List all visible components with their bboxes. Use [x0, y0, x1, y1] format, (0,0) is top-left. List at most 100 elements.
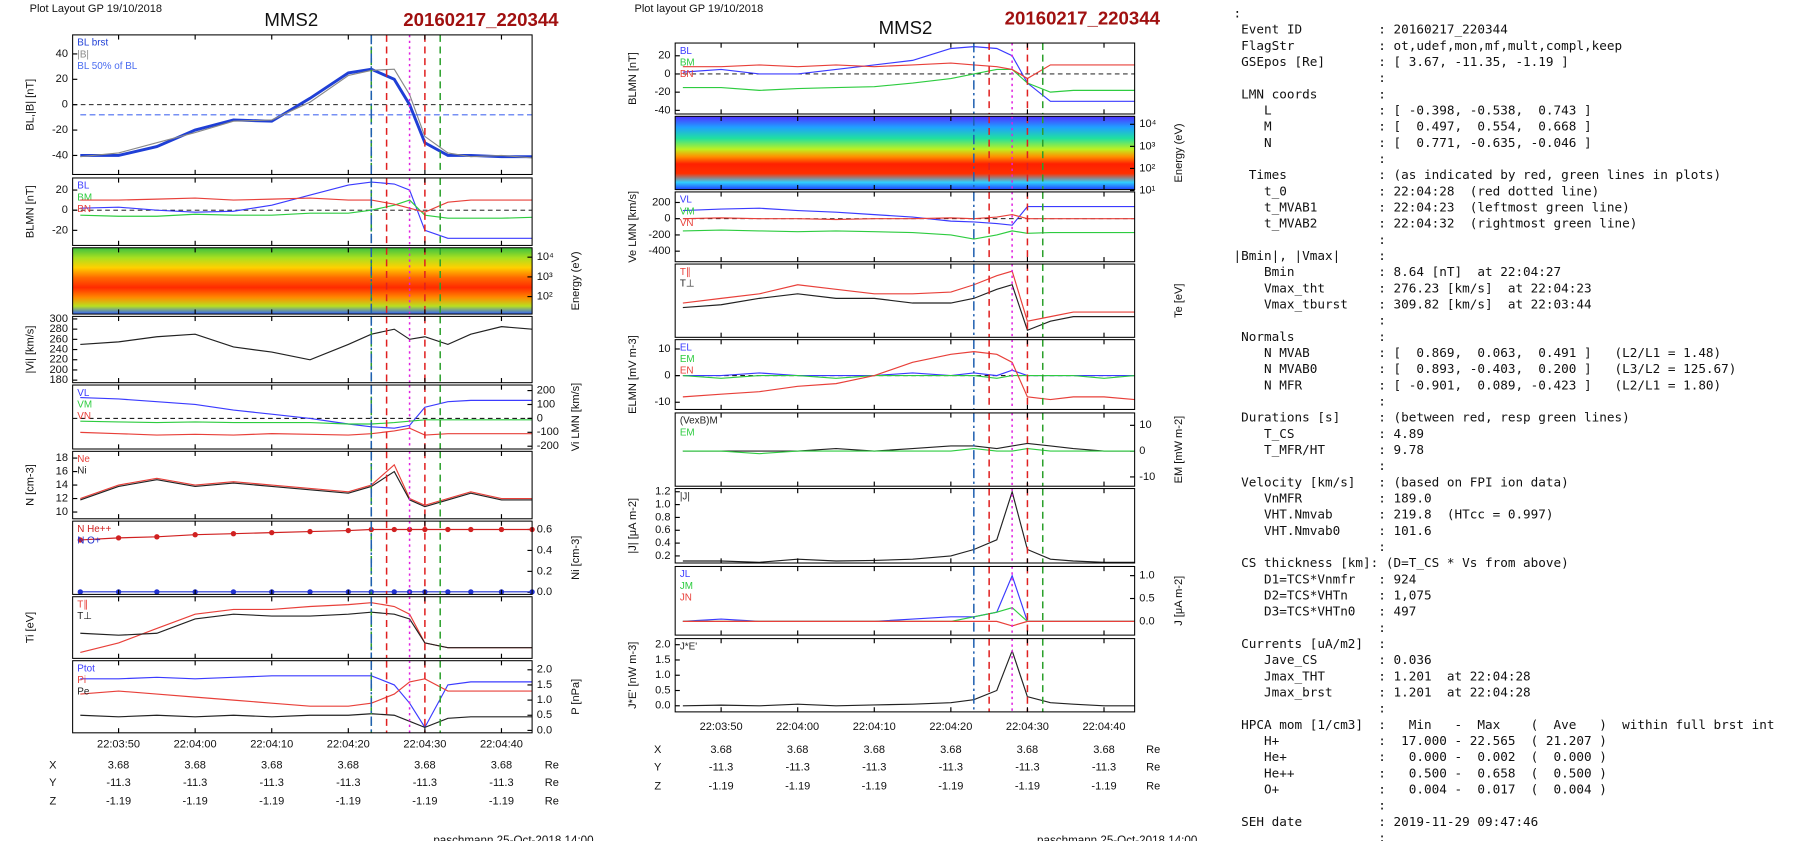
y-tick-label: 0.4 [655, 537, 670, 549]
legend-entry: VM [680, 206, 695, 217]
info-line: Event ID : 20160217_220344 [1234, 22, 1509, 37]
info-line: Times : (as indicated by red, green line… [1234, 167, 1722, 182]
y-tick-label: 1.5 [537, 679, 552, 691]
panel-frame [72, 660, 533, 734]
y-tick-label: 1.2 [655, 486, 670, 498]
legend-entry: EM [680, 427, 695, 438]
info-line: VnMFR : 189.0 [1234, 491, 1432, 506]
spacecraft-title: MMS2 [879, 17, 933, 38]
point [77, 537, 83, 543]
info-line: Durations [s] : (between red, resp green… [1234, 410, 1630, 425]
info-line: t_MVAB2 : 22:04:32 (rightmost green line… [1234, 216, 1638, 231]
info-line: GSEpos [Re] : [ 3.67, -11.35, -1.19 ] [1234, 54, 1569, 69]
info-line: : [1234, 70, 1386, 85]
series-line [80, 181, 533, 239]
series-line [80, 68, 533, 159]
info-line: |Bmin|, |Vmax| : [1234, 248, 1386, 264]
series-line [682, 574, 1135, 622]
position-value: 3.68 [491, 759, 513, 771]
info-line: O+ : 0.004 - 0.017 ( 0.004 ) [1234, 782, 1607, 797]
y-axis-label: J [μA m-2] [1173, 576, 1185, 626]
position-value: -11.3 [709, 762, 733, 774]
y-tick-label: 1.0 [537, 694, 552, 706]
legend-entry: EN [680, 366, 694, 377]
info-line: Currents [uA/m2] : [1234, 636, 1386, 651]
panel-frame [72, 247, 533, 315]
x-tick-label: 22:04:30 [403, 738, 446, 750]
point [468, 589, 474, 595]
y-tick-label: 10⁴ [1139, 118, 1156, 130]
position-value: -1.19 [709, 780, 734, 792]
panel-frame [674, 42, 1136, 115]
series-line [80, 528, 533, 541]
y-axis-label: J*E' [nW m-3] [627, 642, 639, 709]
y-axis-label: Ti [eV] [25, 612, 37, 644]
panel-frame [72, 34, 533, 176]
info-line: Jmax_brst : 1.201 at 22:04:28 [1234, 685, 1531, 700]
position-value: -11.3 [1092, 762, 1116, 774]
y-tick-label: 280 [50, 323, 68, 335]
legend-entry: EM [680, 354, 695, 365]
y-axis-label: |Vi| [km/s] [25, 326, 37, 374]
position-value: -1.19 [106, 795, 131, 807]
y-axis-label: Energy (eV) [570, 251, 582, 310]
series-line [80, 419, 533, 425]
position-value: -1.19 [785, 780, 810, 792]
y-tick-label: -40 [655, 104, 671, 116]
spectrogram [72, 247, 533, 315]
legend-entry: Ni [77, 466, 86, 477]
position-value: -11.3 [939, 762, 963, 774]
y-axis-label: Te [eV] [1173, 283, 1185, 317]
point [154, 589, 160, 595]
y-tick-label: 10³ [1139, 140, 1155, 152]
y-tick-label: -10 [655, 396, 671, 408]
point [192, 532, 198, 538]
info-panel: : Event ID : 20160217_220344 FlagStr : o… [1234, 5, 1775, 841]
position-value: 3.68 [108, 759, 130, 771]
legend-entry: VM [77, 399, 92, 410]
legend-entry: T⊥ [680, 278, 695, 289]
y-tick-label: 0.6 [655, 524, 670, 536]
position-label: Z [49, 795, 56, 807]
series-line [80, 675, 533, 729]
y-tick-label: 10 [658, 343, 670, 355]
series-line [80, 463, 533, 506]
series-line [80, 326, 533, 361]
position-value: -11.3 [862, 762, 886, 774]
panel-frame [674, 263, 1136, 338]
y-tick-label: 0.4 [537, 544, 552, 556]
info-line: Jave_CS : 0.036 [1234, 652, 1432, 667]
page-header: Plot Layout GP 19/10/2018 [30, 3, 162, 15]
y-tick-label: 0 [1139, 445, 1145, 457]
y-axis-label: Vi LMN [km/s] [570, 383, 582, 452]
y-tick-label: -20 [52, 224, 68, 236]
info-line: N : [ 0.771, -0.635, -0.046 ] [1234, 135, 1592, 150]
panel-frame [72, 450, 533, 520]
y-tick-label: 200 [652, 196, 670, 208]
y-tick-label: 200 [537, 385, 555, 397]
y-tick-label: -20 [52, 124, 68, 136]
info-line: N MVAB0 : [ 0.893, -0.403, 0.200 ] (L3/L… [1234, 361, 1737, 376]
x-tick-label: 22:04:20 [929, 721, 972, 733]
series-line [80, 611, 533, 649]
y-axis-label: N [cm-3] [25, 464, 37, 506]
info-line: : [1234, 798, 1386, 813]
y-tick-label: 10³ [537, 271, 553, 283]
position-label: Y [654, 762, 662, 774]
position-value: -1.19 [259, 795, 284, 807]
panel-frame [72, 520, 533, 595]
info-line: t_MVAB1 : 22:04:23 (leftmost green line) [1234, 199, 1630, 214]
series-line [682, 649, 1135, 707]
y-tick-label: 20 [658, 50, 670, 62]
info-line: : [1234, 313, 1386, 328]
y-tick-label: -200 [537, 440, 559, 452]
panel-frame [674, 412, 1136, 487]
position-value: -1.19 [1015, 780, 1040, 792]
series-line [682, 206, 1135, 226]
position-value: -11.3 [260, 777, 284, 789]
legend-entry: N He++ [77, 524, 111, 535]
info-line: Normals : [1234, 329, 1386, 344]
legend-entry: BL brst [77, 38, 108, 49]
